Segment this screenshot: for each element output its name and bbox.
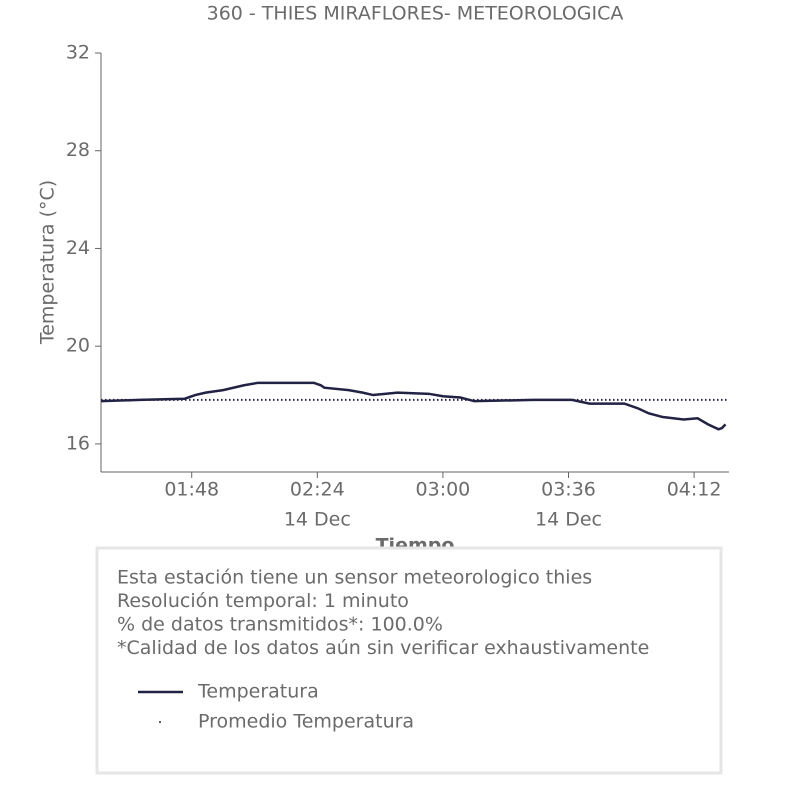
info-text: Resolución temporal: 1 minuto [117,590,409,612]
legend-label: Temperatura [197,681,319,703]
info-text: *Calidad de los datos aún sin verificar … [117,637,649,659]
y-tick-label: 16 [66,432,90,454]
x-tick-label: 04:12 [667,479,722,501]
x-tick-label: 03:00 [416,479,471,501]
y-tick-label: 24 [66,237,90,259]
info-text: Esta estación tiene un sensor meteorolog… [117,567,592,589]
info-box [95,546,723,775]
y-tick-label: 32 [66,42,90,64]
legend-label: Promedio Temperatura [198,711,414,733]
chart-title: 360 - THIES MIRAFLORES- METEOROLOGICA [207,3,624,25]
y-tick-label: 28 [66,139,90,161]
info-text: % de datos transmitidos*: 100.0% [117,614,443,636]
y-tick-label: 20 [66,335,90,357]
x-tick-label: 02:24 [290,479,345,501]
legend-marker [159,721,161,723]
y-axis-label: Temperatura (°C) [37,180,59,345]
x-tick-label: 01:48 [164,479,219,501]
x-tick-sublabel: 14 Dec [284,509,351,531]
x-tick-sublabel: 14 Dec [535,509,602,531]
series-line [100,381,727,431]
x-tick-label: 03:36 [541,479,596,501]
